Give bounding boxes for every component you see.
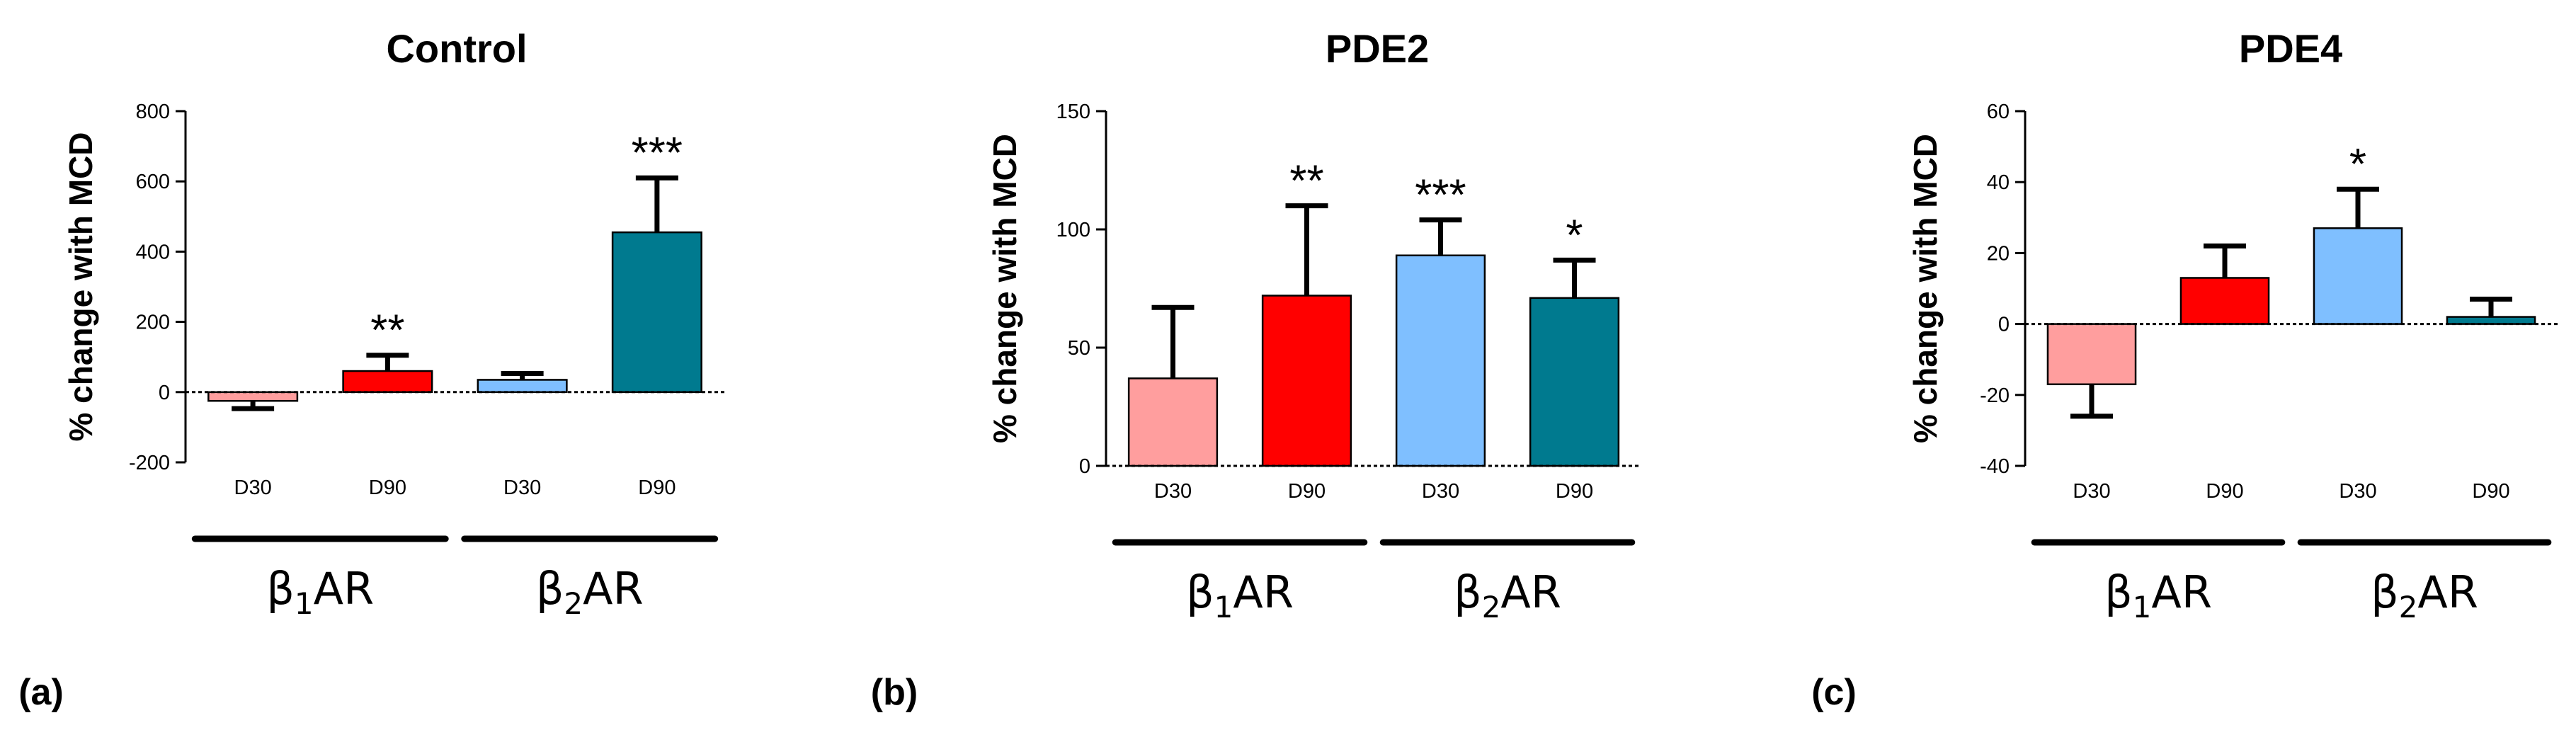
- x-tick-label: D90: [1556, 480, 1593, 503]
- y-tick-label: 150: [1056, 101, 1090, 123]
- y-axis-label: % change with MCD: [986, 134, 1023, 443]
- group-label-greek: β: [266, 563, 295, 615]
- panel-letter: (c): [1811, 672, 1857, 713]
- x-tick-label: D30: [2339, 480, 2376, 503]
- group-label-subscript: 1: [295, 586, 314, 621]
- bar: [1395, 254, 1486, 467]
- significance-label: **: [1289, 157, 1323, 206]
- group-label: β1AR: [1186, 566, 1294, 624]
- group-label-greek: β: [2371, 566, 2399, 618]
- significance-label: ***: [632, 129, 683, 178]
- group-label: β2AR: [536, 563, 644, 621]
- y-tick-label: 0: [1998, 314, 2010, 336]
- group-label-subscript: 2: [1482, 590, 1501, 624]
- chart-title: PDE2: [1326, 26, 1429, 71]
- y-tick-label: 40: [1987, 171, 2010, 194]
- bar: [477, 379, 568, 394]
- group-label-rest: AR: [1500, 566, 1561, 618]
- panel-letter: (a): [18, 672, 64, 713]
- chart-panel-3: PDE4 % change with MCD -40 -20 0 20 40 60 D30 D90…: [1811, 26, 2558, 713]
- x-tick-label: D90: [2472, 480, 2509, 503]
- group-label-subscript: 1: [2133, 590, 2152, 624]
- group-label: β1AR: [2104, 566, 2212, 624]
- group-label-rest: AR: [2151, 566, 2212, 618]
- y-tick-label: 0: [159, 382, 170, 404]
- group-label-rest: AR: [1233, 566, 1294, 618]
- y-tick-label: 20: [1987, 242, 2010, 265]
- significance-label: *: [1566, 211, 1583, 260]
- bar: [2179, 277, 2270, 325]
- chart-title: PDE4: [2239, 26, 2342, 71]
- group-label-rest: AR: [583, 563, 644, 615]
- group-label-subscript: 2: [564, 586, 583, 621]
- bar: [1529, 297, 1620, 467]
- y-axis-label: % change with MCD: [1907, 134, 1944, 443]
- bar: [611, 231, 702, 394]
- y-tick-label: -200: [129, 452, 170, 474]
- group-label-greek: β: [536, 563, 564, 615]
- y-tick-label: -20: [1980, 384, 2010, 407]
- y-tick-label: 100: [1056, 219, 1090, 241]
- chart-panel-1: Control % change with MCD -200 0 200 400 600 80…: [18, 26, 724, 713]
- chart-panel-2: PDE2% change with MCD050100150D30**D90**…: [871, 26, 1641, 713]
- y-tick-label: 60: [1987, 101, 2010, 123]
- bar: [1127, 377, 1219, 467]
- bar: [2313, 227, 2403, 325]
- x-tick-label: D90: [638, 476, 676, 499]
- x-tick-label: D30: [2073, 480, 2110, 503]
- group-label: β1AR: [266, 563, 374, 621]
- significance-label: ***: [1415, 171, 1466, 220]
- group-label-rest: AR: [314, 563, 375, 615]
- x-tick-label: D30: [1422, 480, 1459, 503]
- group-label-greek: β: [2104, 566, 2133, 618]
- y-axis-label: % change with MCD: [62, 132, 99, 441]
- group-label-greek: β: [1454, 566, 1482, 618]
- y-tick-label: 50: [1068, 337, 1090, 360]
- y-tick-label: 400: [136, 241, 170, 263]
- y-tick-label: -40: [1980, 455, 2010, 478]
- bar: [207, 391, 299, 402]
- x-tick-label: D90: [2206, 480, 2243, 503]
- group-label-subscript: 2: [2399, 590, 2418, 624]
- bar: [342, 370, 433, 394]
- significance-label: **: [370, 307, 404, 355]
- x-tick-label: D30: [503, 476, 541, 499]
- bar: [2446, 316, 2536, 325]
- y-tick-label: 600: [136, 171, 170, 193]
- bar: [2046, 323, 2137, 386]
- x-tick-label: D30: [234, 476, 272, 499]
- group-label: β2AR: [1454, 566, 1561, 624]
- panel-letter: (b): [871, 672, 918, 713]
- y-tick-label: 0: [1079, 455, 1090, 478]
- x-tick-label: D90: [369, 476, 406, 499]
- chart-title: Control: [386, 26, 527, 71]
- group-label: β2AR: [2371, 566, 2478, 624]
- group-label-subscript: 1: [1214, 590, 1233, 624]
- bar: [1261, 295, 1352, 467]
- significance-label: *: [2349, 140, 2366, 189]
- group-label-greek: β: [1186, 566, 1214, 618]
- y-tick-label: 200: [136, 312, 170, 334]
- group-label-rest: AR: [2417, 566, 2478, 618]
- y-tick-label: 800: [136, 101, 170, 123]
- x-tick-label: D30: [1154, 480, 1192, 503]
- x-tick-label: D90: [1288, 480, 1326, 503]
